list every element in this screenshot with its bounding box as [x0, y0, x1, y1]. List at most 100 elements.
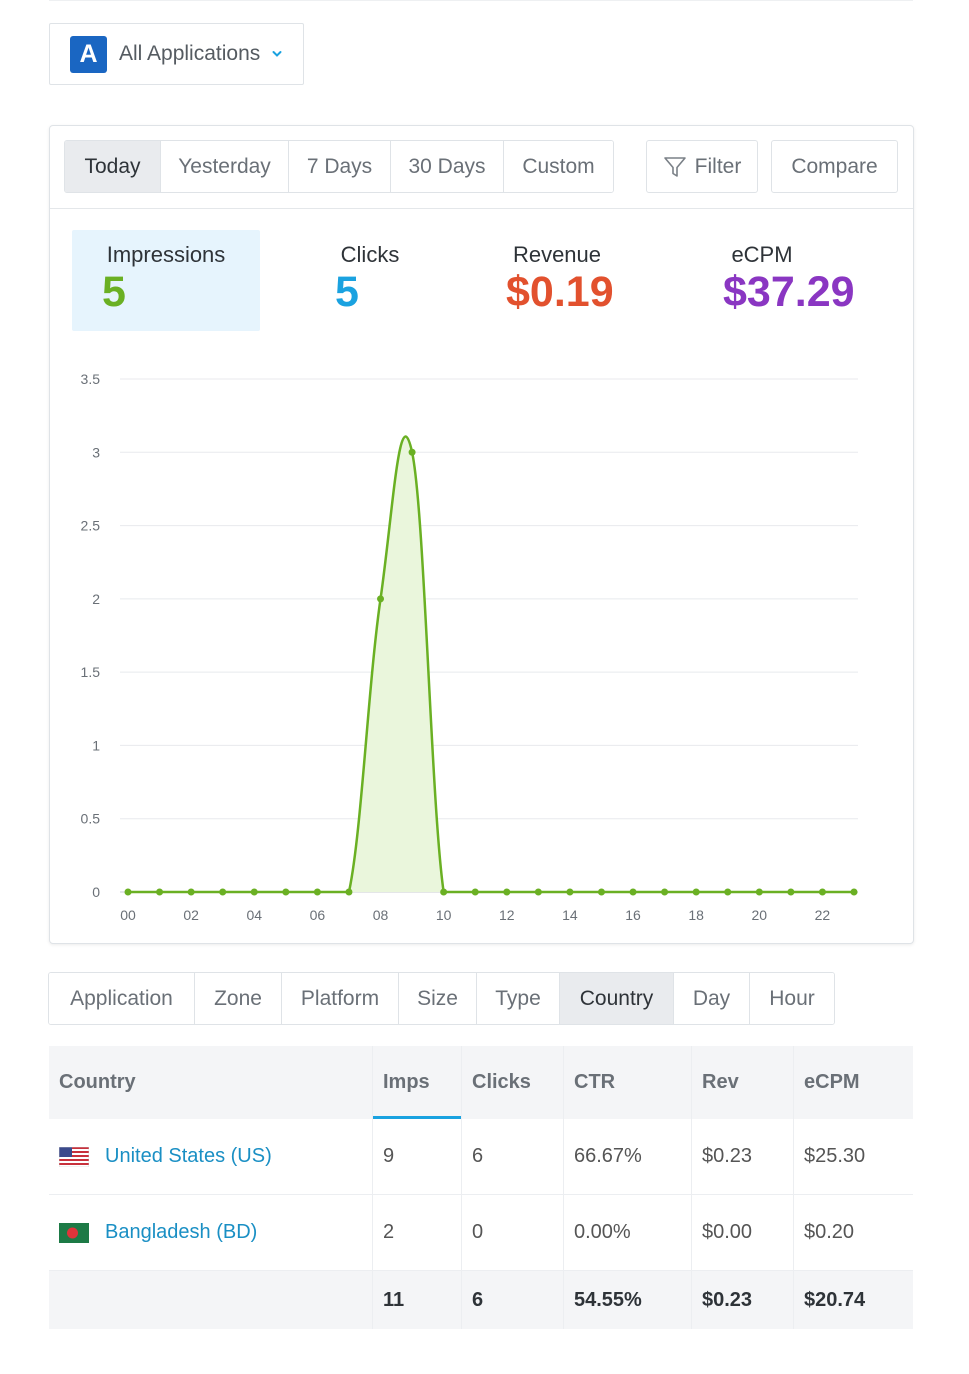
- filter-button-label: Filter: [694, 154, 742, 178]
- x-tick-label: 18: [688, 907, 704, 923]
- range-today-button[interactable]: Today: [65, 141, 161, 192]
- compare-button-label: Compare: [791, 154, 878, 178]
- data-point[interactable]: [345, 888, 353, 896]
- ctr-cell: 66.67%: [564, 1119, 692, 1194]
- country-link[interactable]: United States (US): [105, 1145, 272, 1167]
- chevron-down-icon: [272, 51, 282, 57]
- data-point[interactable]: [408, 448, 416, 456]
- data-point[interactable]: [534, 888, 542, 896]
- country-link[interactable]: Bangladesh (BD): [105, 1221, 258, 1243]
- ecpm-cell: $25.30: [804, 1145, 866, 1167]
- data-point[interactable]: [250, 888, 258, 896]
- tab-type[interactable]: Type: [477, 973, 560, 1024]
- tab-hour[interactable]: Hour: [750, 973, 834, 1024]
- tab-platform[interactable]: Platform: [282, 973, 399, 1024]
- y-tick-label: 3: [92, 444, 100, 460]
- tab-country[interactable]: Country: [560, 973, 674, 1024]
- data-point[interactable]: [724, 888, 732, 896]
- range-custom-button[interactable]: Custom: [504, 141, 613, 192]
- data-point[interactable]: [124, 888, 132, 896]
- x-tick-label: 02: [183, 907, 199, 923]
- x-tick-label: 04: [246, 907, 262, 923]
- x-tick-label: 16: [625, 907, 641, 923]
- x-tick-label: 00: [120, 907, 136, 923]
- tab-application[interactable]: Application: [49, 973, 195, 1024]
- data-point[interactable]: [156, 888, 164, 896]
- data-point[interactable]: [661, 888, 669, 896]
- header-clicks[interactable]: Clicks: [462, 1046, 564, 1119]
- data-point[interactable]: [850, 888, 858, 896]
- bd-flag-icon: [59, 1222, 89, 1243]
- data-point[interactable]: [692, 888, 700, 896]
- rev-cell: $0.23: [692, 1119, 794, 1194]
- metric-clicks[interactable]: Clicks 5: [276, 230, 464, 331]
- header-rev[interactable]: Rev: [692, 1046, 794, 1119]
- x-tick-label: 22: [815, 907, 831, 923]
- compare-button[interactable]: Compare: [771, 140, 898, 193]
- metric-revenue-label: Revenue: [512, 242, 602, 267]
- metric-ecpm[interactable]: eCPM $37.29: [668, 230, 856, 331]
- data-point[interactable]: [629, 888, 637, 896]
- range-30-days-button[interactable]: 30 Days: [391, 141, 504, 192]
- data-point[interactable]: [219, 888, 227, 896]
- metric-revenue-value: $0.19: [506, 268, 614, 316]
- header-imps[interactable]: Imps: [373, 1046, 462, 1119]
- data-point[interactable]: [787, 888, 795, 896]
- data-point[interactable]: [566, 888, 574, 896]
- totals-clicks: 6: [462, 1271, 564, 1329]
- application-selector-label: All Applications: [119, 42, 261, 65]
- x-tick-label: 12: [499, 907, 515, 923]
- metric-clicks-label: Clicks: [340, 242, 400, 267]
- clicks-cell: 0: [462, 1195, 564, 1270]
- x-tick-label: 14: [562, 907, 578, 923]
- clicks-cell: 6: [462, 1119, 564, 1194]
- ecpm-cell: $0.20: [804, 1221, 855, 1243]
- impressions-chart: 0 0.5 1 1.5 2 2.5 3 3.5 00 02 04 06 08 10 12 14 16 18 20 22: [81, 371, 858, 923]
- data-point[interactable]: [818, 888, 826, 896]
- range-7-days-button[interactable]: 7 Days: [289, 141, 391, 192]
- y-tick-label: 0.5: [81, 811, 101, 827]
- y-tick-label: 3.5: [81, 371, 101, 387]
- x-tick-label: 08: [373, 907, 389, 923]
- x-tick-label: 20: [752, 907, 768, 923]
- country-cell: Bangladesh (BD): [49, 1195, 373, 1270]
- totals-ctr: 54.55%: [564, 1271, 692, 1329]
- metric-impressions-value: 5: [102, 268, 126, 316]
- tab-day[interactable]: Day: [674, 973, 750, 1024]
- metric-ecpm-label: eCPM: [731, 242, 793, 267]
- country-table: Country Imps Clicks CTR Rev eCPM United …: [49, 1046, 913, 1329]
- table-totals-row: 11 6 54.55% $0.23 $20.74: [49, 1271, 913, 1329]
- data-point[interactable]: [440, 888, 448, 896]
- data-point[interactable]: [377, 595, 385, 603]
- tab-size[interactable]: Size: [399, 973, 477, 1024]
- top-divider: [49, 0, 913, 1]
- stats-panel: Today Yesterday 7 Days 30 Days Custom Fi…: [49, 125, 914, 944]
- data-point[interactable]: [597, 888, 605, 896]
- header-ctr[interactable]: CTR: [564, 1046, 692, 1119]
- date-range-group: Today Yesterday 7 Days 30 Days Custom: [64, 140, 614, 193]
- data-point[interactable]: [313, 888, 321, 896]
- data-point[interactable]: [755, 888, 763, 896]
- metric-ecpm-value: $37.29: [723, 268, 855, 316]
- metric-revenue[interactable]: Revenue $0.19: [463, 230, 651, 331]
- table-row: United States (US) 9 6 66.67% $0.23 $25.…: [49, 1119, 913, 1195]
- y-tick-label: 1: [92, 737, 100, 753]
- rev-cell: $0.00: [692, 1195, 794, 1270]
- y-tick-label: 0: [92, 884, 100, 900]
- header-ecpm[interactable]: eCPM: [794, 1046, 913, 1119]
- data-point[interactable]: [187, 888, 195, 896]
- metric-impressions[interactable]: Impressions 5: [72, 230, 260, 331]
- series-area: [128, 436, 854, 892]
- application-selector[interactable]: A All Applications: [49, 23, 304, 85]
- data-point[interactable]: [282, 888, 290, 896]
- imps-cell: 2: [373, 1195, 462, 1270]
- series-line: [128, 435, 854, 894]
- range-yesterday-button[interactable]: Yesterday: [161, 141, 289, 192]
- filter-button[interactable]: Filter: [646, 140, 758, 193]
- totals-label-cell: [49, 1271, 373, 1329]
- data-point[interactable]: [471, 888, 479, 896]
- tab-zone[interactable]: Zone: [195, 973, 282, 1024]
- us-flag-icon: [59, 1146, 89, 1167]
- data-point[interactable]: [503, 888, 511, 896]
- header-country[interactable]: Country: [49, 1046, 373, 1119]
